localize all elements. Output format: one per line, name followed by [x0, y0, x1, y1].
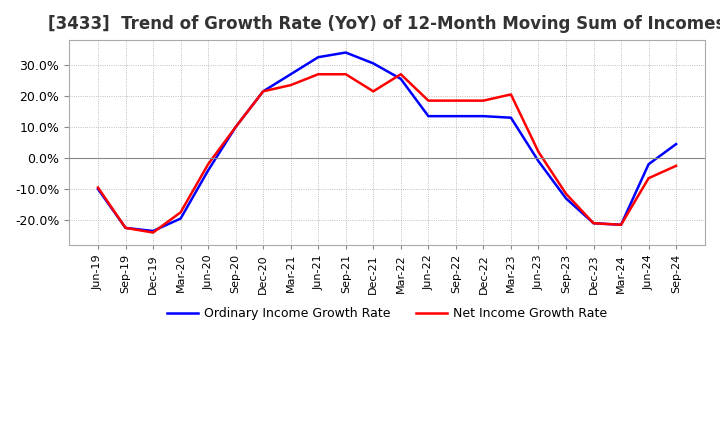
Net Income Growth Rate	[287, 82, 295, 88]
Ordinary Income Growth Rate	[176, 216, 185, 221]
Net Income Growth Rate	[231, 125, 240, 130]
Net Income Growth Rate	[562, 191, 570, 196]
Ordinary Income Growth Rate	[451, 114, 460, 119]
Ordinary Income Growth Rate	[314, 55, 323, 60]
Net Income Growth Rate	[341, 72, 350, 77]
Net Income Growth Rate	[451, 98, 460, 103]
Ordinary Income Growth Rate	[369, 61, 377, 66]
Ordinary Income Growth Rate	[534, 158, 543, 164]
Net Income Growth Rate	[121, 225, 130, 231]
Net Income Growth Rate	[94, 185, 102, 190]
Legend: Ordinary Income Growth Rate, Net Income Growth Rate: Ordinary Income Growth Rate, Net Income …	[162, 302, 613, 325]
Ordinary Income Growth Rate	[259, 89, 268, 94]
Ordinary Income Growth Rate	[507, 115, 516, 121]
Ordinary Income Growth Rate	[204, 168, 212, 173]
Line: Ordinary Income Growth Rate: Ordinary Income Growth Rate	[98, 52, 676, 231]
Ordinary Income Growth Rate	[562, 196, 570, 201]
Ordinary Income Growth Rate	[424, 114, 433, 119]
Ordinary Income Growth Rate	[479, 114, 487, 119]
Net Income Growth Rate	[424, 98, 433, 103]
Title: [3433]  Trend of Growth Rate (YoY) of 12-Month Moving Sum of Incomes: [3433] Trend of Growth Rate (YoY) of 12-…	[48, 15, 720, 33]
Net Income Growth Rate	[644, 176, 653, 181]
Net Income Growth Rate	[204, 161, 212, 167]
Net Income Growth Rate	[369, 89, 377, 94]
Net Income Growth Rate	[314, 72, 323, 77]
Ordinary Income Growth Rate	[231, 125, 240, 130]
Net Income Growth Rate	[149, 230, 158, 235]
Net Income Growth Rate	[589, 220, 598, 226]
Ordinary Income Growth Rate	[149, 228, 158, 234]
Ordinary Income Growth Rate	[121, 225, 130, 231]
Net Income Growth Rate	[176, 210, 185, 215]
Net Income Growth Rate	[507, 92, 516, 97]
Ordinary Income Growth Rate	[672, 141, 680, 147]
Net Income Growth Rate	[397, 72, 405, 77]
Ordinary Income Growth Rate	[341, 50, 350, 55]
Ordinary Income Growth Rate	[589, 220, 598, 226]
Ordinary Income Growth Rate	[94, 187, 102, 192]
Net Income Growth Rate	[259, 89, 268, 94]
Net Income Growth Rate	[534, 149, 543, 154]
Line: Net Income Growth Rate: Net Income Growth Rate	[98, 74, 676, 232]
Ordinary Income Growth Rate	[617, 222, 626, 227]
Ordinary Income Growth Rate	[644, 161, 653, 167]
Net Income Growth Rate	[479, 98, 487, 103]
Ordinary Income Growth Rate	[397, 76, 405, 81]
Net Income Growth Rate	[617, 222, 626, 227]
Ordinary Income Growth Rate	[287, 72, 295, 77]
Net Income Growth Rate	[672, 163, 680, 169]
